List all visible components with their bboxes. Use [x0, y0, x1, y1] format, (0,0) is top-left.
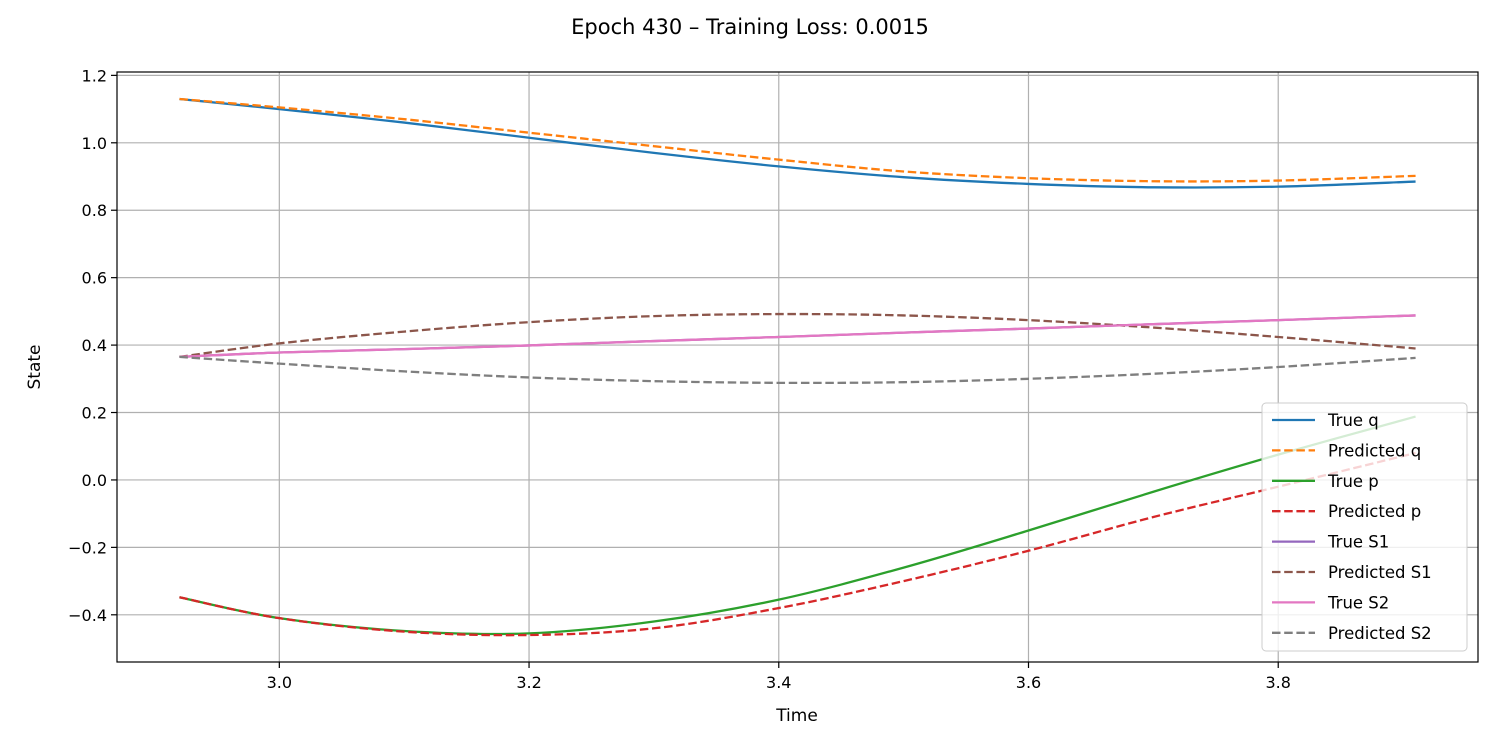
x-tick-label: 3.4	[766, 673, 791, 692]
grid	[117, 72, 1478, 662]
legend-label-true-p: True p	[1327, 472, 1379, 491]
y-axis: −0.4 −0.2 0.0 0.2 0.4 0.6 0.8 1.0 1.2	[68, 66, 117, 625]
y-tick-label: −0.2	[68, 538, 107, 557]
y-tick-label: 0.0	[82, 471, 107, 490]
legend-label-predicted-p: Predicted p	[1328, 502, 1421, 521]
series-line-true-s2	[179, 314, 1416, 359]
y-tick-label: −0.4	[68, 606, 107, 625]
series-line-predicted-q	[179, 97, 1416, 183]
legend-label-predicted-s1: Predicted S1	[1328, 563, 1432, 582]
legend-label-true-s2: True S2	[1327, 593, 1389, 612]
series-line-predicted-p	[179, 451, 1416, 637]
y-tick-label: 0.6	[82, 269, 107, 288]
x-tick-label: 3.8	[1265, 673, 1290, 692]
x-axis-label: Time	[775, 706, 818, 726]
legend-box	[1261, 402, 1468, 652]
y-axis-label: State	[25, 345, 45, 390]
y-tick-label: 0.4	[82, 336, 107, 355]
y-tick-label: 1.0	[82, 134, 107, 153]
series-line-predicted-s1	[179, 312, 1416, 359]
series-line-true-q	[179, 97, 1416, 189]
legend-label-true-q: True q	[1327, 411, 1379, 430]
series-lines	[179, 97, 1416, 637]
y-tick-label: 0.2	[82, 404, 107, 423]
y-tick-label: 1.2	[82, 66, 107, 85]
legend-label-predicted-q: Predicted q	[1328, 441, 1421, 460]
legend-label-predicted-s2: Predicted S2	[1328, 624, 1432, 643]
legend: True q Predicted q True p Predicted p True S…	[1261, 402, 1468, 652]
x-tick-label: 3.6	[1016, 673, 1041, 692]
x-tick-label: 3.0	[267, 673, 292, 692]
y-tick-label: 0.8	[82, 201, 107, 220]
legend-label-true-s1: True S1	[1327, 533, 1389, 552]
x-tick-label: 3.2	[516, 673, 541, 692]
axes-frame	[116, 71, 1479, 663]
chart-title: Epoch 430 – Training Loss: 0.0015	[571, 15, 929, 39]
series-line-predicted-s2	[179, 355, 1416, 385]
x-axis: 3.0 3.2 3.4 3.6 3.8	[267, 662, 1291, 692]
